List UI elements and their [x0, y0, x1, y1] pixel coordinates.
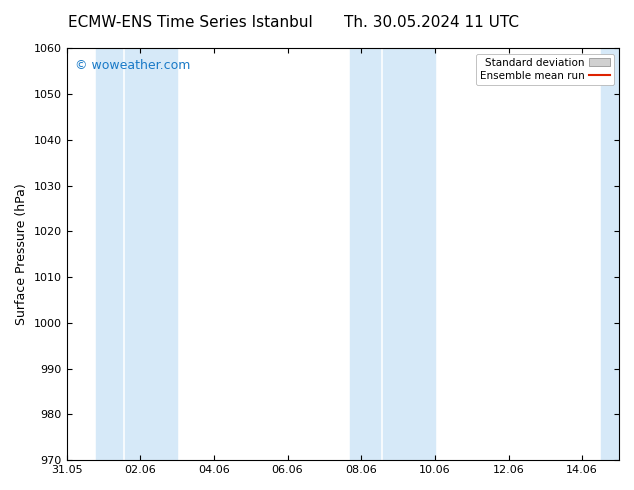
Text: ECMW-ENS Time Series Istanbul: ECMW-ENS Time Series Istanbul — [68, 15, 313, 30]
Bar — [96, 49, 122, 460]
Bar — [600, 49, 619, 460]
Legend: Standard deviation, Ensemble mean run: Standard deviation, Ensemble mean run — [476, 53, 614, 85]
Bar — [126, 49, 177, 460]
Y-axis label: Surface Pressure (hPa): Surface Pressure (hPa) — [15, 183, 28, 325]
Bar — [384, 49, 435, 460]
Bar — [350, 49, 380, 460]
Text: Th. 30.05.2024 11 UTC: Th. 30.05.2024 11 UTC — [344, 15, 519, 30]
Text: © woweather.com: © woweather.com — [75, 59, 190, 72]
